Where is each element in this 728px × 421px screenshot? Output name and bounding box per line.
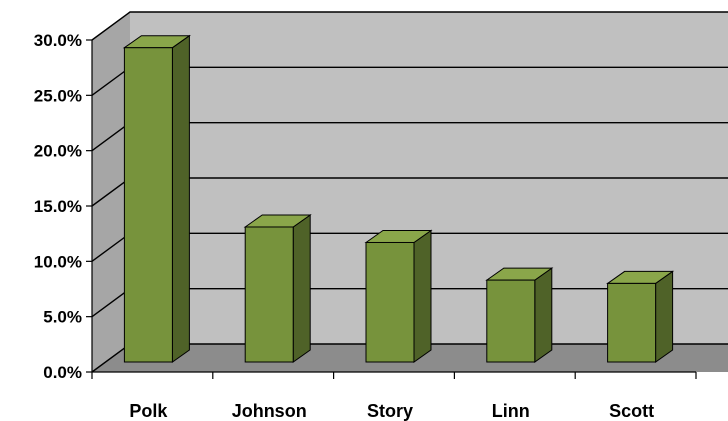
x-axis: Polk Johnson Story Linn Scott [91,371,697,421]
y-tick-label: 5.0% [43,308,82,327]
x-category-label: Polk [129,401,168,421]
bar-side [171,34,190,363]
bar-front [607,282,657,363]
bar-front [365,241,415,363]
x-category-label: Scott [609,401,654,421]
y-tick-label: 20.0% [34,142,82,161]
x-category-label: Johnson [232,401,307,421]
bar-side [292,214,311,363]
bar-side [534,267,553,363]
y-tick-label: 15.0% [34,197,82,216]
bar-front [486,279,536,363]
x-category-label: Story [367,401,413,421]
bar-johnson [243,214,312,363]
y-axis: 0.0% 5.0% 10.0% 15.0% 20.0% 25.0% 30.0% [34,31,93,382]
bar-front [244,226,294,363]
bar-side [655,270,674,363]
y-tick-label: 25.0% [34,86,82,105]
x-category-label: Linn [492,401,530,421]
bar-side [413,229,432,363]
bars [122,34,675,363]
bar-polk [122,34,191,363]
bar-linn [485,267,554,363]
y-tick-label: 0.0% [43,363,82,382]
y-tick-label: 30.0% [34,31,82,50]
bar-scott [606,270,675,363]
bar-front [123,47,173,363]
y-tick-label: 10.0% [34,252,82,271]
gridline [91,11,728,41]
bar-story [364,229,433,363]
